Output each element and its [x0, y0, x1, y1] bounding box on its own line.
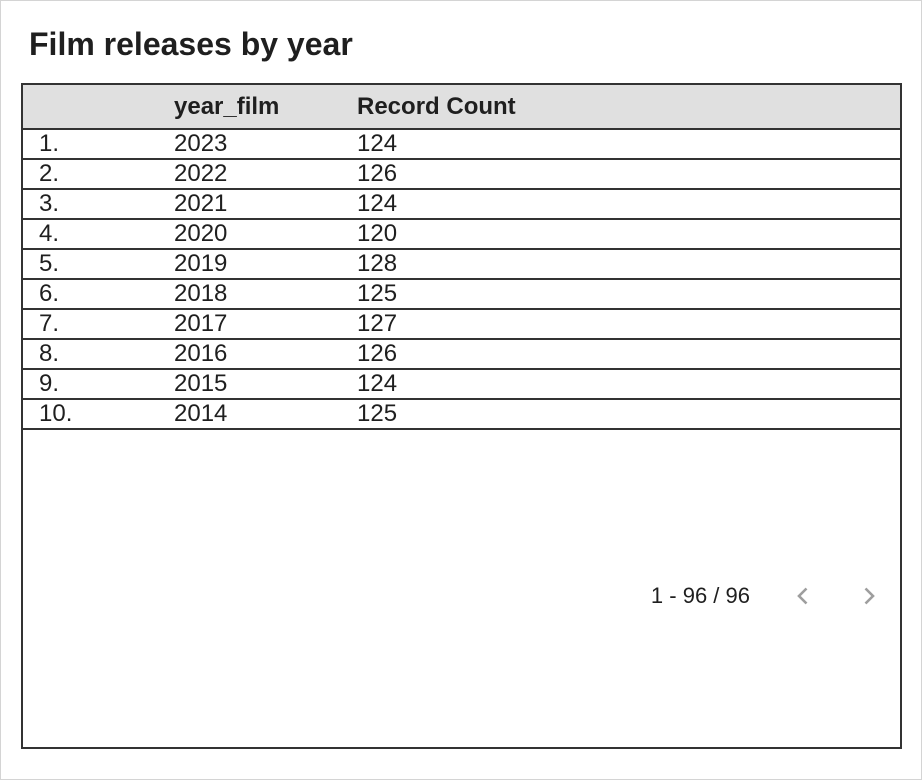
- header-cell-record-count[interactable]: Record Count: [357, 92, 516, 120]
- record-count-cell: 125: [357, 400, 398, 427]
- row-number-cell: 8.: [39, 340, 60, 367]
- row-number-cell: 5.: [39, 250, 60, 277]
- table-row: 9. 2015 124: [23, 370, 900, 400]
- row-number-cell: 6.: [39, 280, 60, 307]
- row-number-cell: 1.: [39, 130, 60, 157]
- row-number-cell: 4.: [39, 220, 60, 247]
- record-count-cell: 127: [357, 310, 398, 337]
- row-number-cell: 9.: [39, 370, 60, 397]
- year-film-cell: 2018: [174, 280, 228, 307]
- table-row: 2. 2022 126: [23, 160, 900, 190]
- year-film-cell: 2023: [174, 130, 228, 157]
- chevron-right-icon: [864, 587, 875, 604]
- row-number-cell: 10.: [39, 400, 73, 427]
- record-count-cell: 128: [357, 250, 398, 277]
- year-film-cell: 2014: [174, 400, 228, 427]
- data-table: year_film Record Count 1. 2023 124 2. 20…: [21, 83, 902, 749]
- record-count-cell: 125: [357, 280, 398, 307]
- year-film-cell: 2015: [174, 370, 228, 397]
- record-count-cell: 124: [357, 190, 398, 217]
- pagination-bar: 1 - 96 / 96: [23, 430, 900, 747]
- year-film-cell: 2016: [174, 340, 228, 367]
- table-header-row: year_film Record Count: [23, 85, 900, 130]
- header-cell-row-number[interactable]: [23, 85, 158, 128]
- record-count-cell: 124: [357, 130, 398, 157]
- year-film-cell: 2019: [174, 250, 228, 277]
- pagination-next-button[interactable]: [856, 583, 882, 609]
- table-row: 1. 2023 124: [23, 130, 900, 160]
- record-count-cell: 126: [357, 160, 398, 187]
- table-row: 5. 2019 128: [23, 250, 900, 280]
- pagination-range-label: 1 - 96 / 96: [650, 582, 750, 608]
- row-number-cell: 2.: [39, 160, 60, 187]
- year-film-cell: 2021: [174, 190, 228, 217]
- record-count-cell: 120: [357, 220, 398, 247]
- year-film-cell: 2022: [174, 160, 228, 187]
- year-film-cell: 2020: [174, 220, 228, 247]
- row-number-cell: 3.: [39, 190, 60, 217]
- table-row: 10. 2014 125: [23, 400, 900, 430]
- table-body: 1. 2023 124 2. 2022 126 3. 2021 124 4. 2…: [23, 130, 900, 430]
- chevron-left-icon: [797, 587, 808, 604]
- row-number-cell: 7.: [39, 310, 60, 337]
- chart-title: Film releases by year: [29, 26, 353, 62]
- table-row: 4. 2020 120: [23, 220, 900, 250]
- year-film-cell: 2017: [174, 310, 228, 337]
- header-cell-year-film[interactable]: year_film: [174, 92, 280, 120]
- record-count-cell: 124: [357, 370, 398, 397]
- table-row: 7. 2017 127: [23, 310, 900, 340]
- table-row: 8. 2016 126: [23, 340, 900, 370]
- record-count-cell: 126: [357, 340, 398, 367]
- table-row: 6. 2018 125: [23, 280, 900, 310]
- pagination-prev-button[interactable]: [790, 583, 816, 609]
- table-row: 3. 2021 124: [23, 190, 900, 220]
